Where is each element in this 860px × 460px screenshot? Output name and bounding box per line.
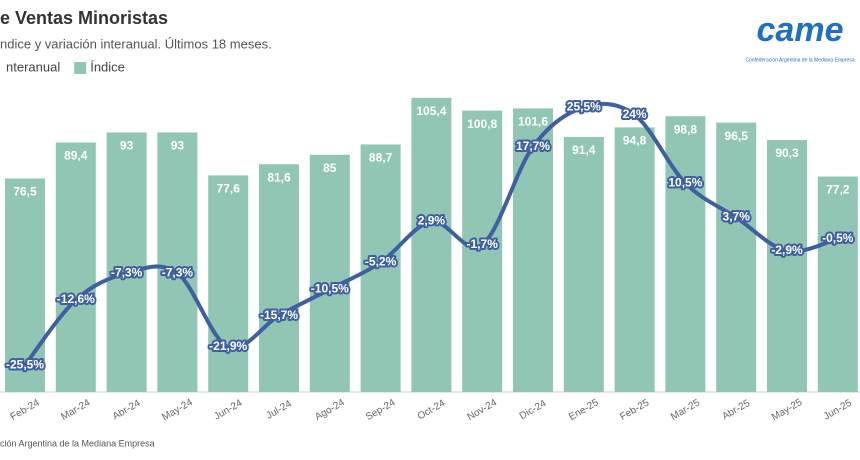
line-value-label: 3,7% [723,210,751,224]
bar-value-label: 88,7 [369,151,393,165]
bar-value-label: 100,8 [467,117,497,131]
source: ción Argentina de la Mediana Empresa [0,438,155,448]
x-tick-label: Ago-24 [313,397,347,423]
x-tick-label: Nov-24 [466,397,500,423]
bar [259,164,299,392]
chart-title: e Ventas Minoristas [0,8,168,28]
bar [106,132,147,392]
x-tick-label: Sep-24 [364,397,398,423]
line [23,101,839,367]
x-tick-label: Oct-24 [416,398,448,423]
bar-value-label: 89,4 [64,149,88,163]
line-value-label: 24% [623,107,647,121]
line-value-label: -1,7% [467,237,499,251]
bar [767,139,807,392]
line-value-label: -25,5% [6,357,44,371]
bar-value-label: 101,6 [518,115,548,129]
x-tick-label: May-24 [160,397,195,423]
line-value-label: -0,5% [822,231,854,245]
line-value-label: 25,5% [567,99,601,113]
x-tick-label: Mar-25 [669,397,702,423]
x-tick-label: Mar-24 [59,397,92,423]
line-value-label: 10,5% [668,175,702,189]
bar [563,136,604,392]
line-value-label: 2,9% [418,214,446,228]
bar-value-label: 91,4 [572,143,596,157]
line-value-label: -2,9% [771,243,803,257]
x-tick-label: Dic-24 [518,398,549,422]
bar-value-label: 98,8 [674,122,698,136]
logo: came [757,11,844,49]
bar [614,127,655,392]
bar [817,176,858,392]
x-tick-label: Ene-25 [567,397,601,423]
bar-value-label: 105,4 [416,104,446,118]
x-tick-label: Feb-24 [9,397,42,423]
bar [309,154,350,392]
line-value-label: -10,5% [311,281,349,295]
chart-subtitle: ndice y variación interanual. Últimos 18… [0,36,272,51]
line-value-label: 17,7% [516,139,550,153]
line-value-label: -7,3% [162,265,194,279]
legend-label: nteranual [6,59,60,74]
line-value-label: -7,3% [111,265,143,279]
line-value-label: -21,9% [209,339,247,353]
x-tick-label: Abr-24 [111,398,143,423]
x-tick-label: May-25 [770,397,805,423]
legend-swatch [74,62,87,74]
bar [411,97,452,392]
bar-value-label: 93 [171,139,185,153]
bar-value-label: 94,8 [623,134,647,148]
bar [462,110,503,392]
logo-caption: Confederación Argentina de la Mediana Em… [745,57,854,63]
bar [716,122,757,392]
legend-label: Índice [90,59,125,74]
bar-value-label: 81,6 [267,170,291,184]
x-tick-label: Abr-25 [721,398,753,423]
bar-value-label: 76,5 [13,185,37,199]
line-value-label: -5,2% [365,255,397,269]
bar-value-label: 77,2 [826,183,850,197]
x-tick-label: Jun-24 [212,397,244,422]
bar [55,142,96,392]
bar [513,108,553,392]
bar-value-label: 96,5 [725,129,749,143]
bar [157,132,198,392]
line-value-label: -15,7% [260,308,298,322]
bar-value-label: 85 [323,161,337,175]
bar [665,116,706,392]
bar [208,175,249,392]
line-value-label: -12,6% [57,292,95,306]
x-tick-label: Feb-25 [618,397,651,423]
bar-value-label: 77,6 [217,182,241,196]
bar [5,178,45,392]
x-tick-label: Jun-25 [822,397,854,422]
x-tick-label: Jul-24 [265,398,294,421]
bar-value-label: 90,3 [775,146,799,160]
bar-value-label: 93 [120,139,134,153]
